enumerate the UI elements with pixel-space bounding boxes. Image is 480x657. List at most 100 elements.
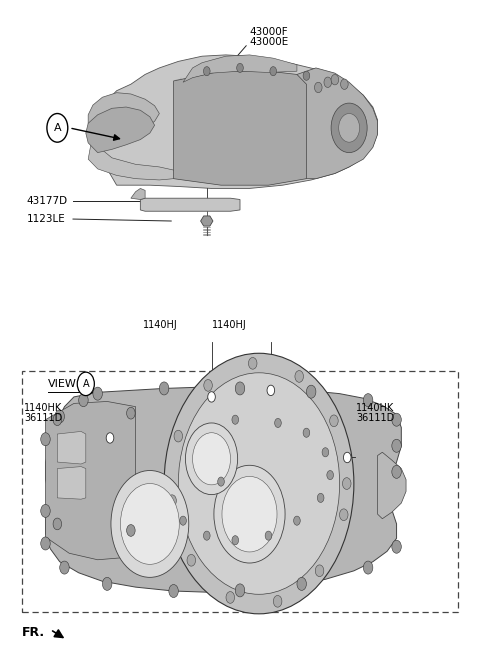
Polygon shape [174,71,306,185]
Circle shape [392,465,401,478]
Circle shape [41,537,50,550]
Text: 1140HK: 1140HK [356,403,395,413]
Circle shape [111,470,189,578]
Circle shape [187,555,195,566]
Circle shape [339,114,360,142]
Circle shape [249,357,257,369]
Circle shape [363,561,373,574]
Circle shape [214,465,285,563]
Circle shape [392,540,401,553]
Circle shape [275,419,281,428]
Text: 1140HJ: 1140HJ [212,320,246,330]
Circle shape [164,353,354,614]
Polygon shape [201,216,213,226]
Circle shape [363,394,373,407]
Circle shape [168,495,176,507]
Circle shape [270,66,276,76]
Text: 1123LE: 1123LE [26,214,65,224]
Text: 43000F: 43000F [250,27,288,37]
Text: VIEW: VIEW [48,379,77,389]
Circle shape [265,531,272,540]
Polygon shape [57,432,86,464]
Text: 43000E: 43000E [250,37,289,47]
Circle shape [235,584,245,597]
Circle shape [330,415,338,426]
Circle shape [204,66,210,76]
Circle shape [222,476,277,552]
Circle shape [53,518,61,530]
Circle shape [192,433,230,485]
Circle shape [169,585,179,598]
Polygon shape [93,55,378,189]
Circle shape [120,484,179,564]
Circle shape [324,77,332,87]
Circle shape [174,430,182,442]
Circle shape [218,477,224,486]
Circle shape [179,373,340,595]
Circle shape [47,114,68,142]
Polygon shape [88,93,159,136]
Circle shape [180,516,186,525]
Polygon shape [140,198,240,212]
Circle shape [204,531,210,540]
Circle shape [41,433,50,445]
Circle shape [306,385,316,398]
Circle shape [60,561,69,574]
Bar [22,371,458,612]
Text: A: A [54,123,61,133]
Circle shape [343,452,351,463]
Text: 43177D: 43177D [26,196,68,206]
Text: 36111D: 36111D [24,413,62,423]
Circle shape [297,578,306,591]
Circle shape [322,447,329,457]
Circle shape [185,423,238,495]
Circle shape [317,493,324,503]
Text: FR.: FR. [22,626,45,639]
Circle shape [41,505,50,518]
Circle shape [392,440,401,452]
Polygon shape [46,387,401,593]
Circle shape [331,103,367,152]
Polygon shape [46,401,136,560]
Text: 36111D: 36111D [356,413,395,423]
Circle shape [232,415,239,424]
Circle shape [102,578,112,591]
Circle shape [343,478,351,489]
Circle shape [79,394,88,407]
Polygon shape [86,107,155,152]
Circle shape [226,591,235,603]
Circle shape [315,565,324,577]
Circle shape [127,407,135,419]
Circle shape [55,410,64,423]
Circle shape [93,387,102,400]
Polygon shape [57,466,86,499]
Circle shape [327,470,334,480]
Circle shape [159,382,169,395]
Circle shape [295,371,303,382]
Circle shape [235,382,245,395]
Polygon shape [378,452,406,519]
Circle shape [204,380,212,391]
Polygon shape [131,189,145,200]
Circle shape [237,63,243,72]
Text: 1140HJ: 1140HJ [143,320,178,330]
Text: 1140HK: 1140HK [24,403,62,413]
Circle shape [208,392,216,402]
Circle shape [267,385,275,396]
Circle shape [392,413,401,426]
Circle shape [77,372,95,396]
Circle shape [232,535,239,545]
Circle shape [53,414,61,426]
Circle shape [341,79,348,89]
Polygon shape [183,55,297,82]
Circle shape [339,509,348,520]
Polygon shape [297,68,378,179]
Circle shape [303,428,310,438]
Polygon shape [88,133,183,180]
Circle shape [331,74,339,85]
Text: A: A [83,379,89,389]
Circle shape [127,524,135,536]
Circle shape [294,516,300,525]
Circle shape [274,595,282,607]
Circle shape [314,82,322,93]
